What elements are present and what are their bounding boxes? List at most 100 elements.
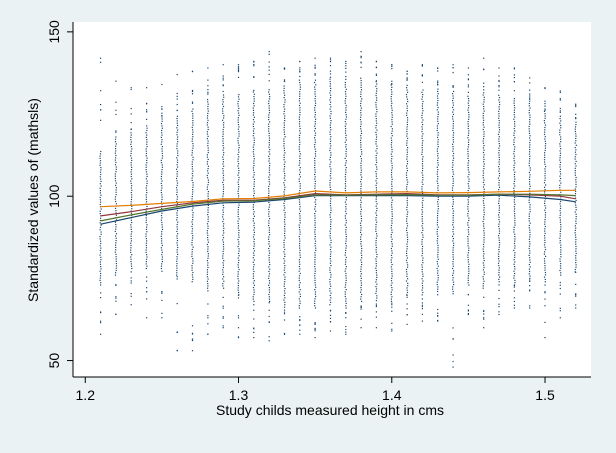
data-point xyxy=(482,170,484,172)
data-point xyxy=(192,237,194,239)
data-point xyxy=(560,141,562,143)
data-point xyxy=(298,164,300,166)
data-point xyxy=(176,226,178,228)
data-point xyxy=(268,53,270,55)
data-point xyxy=(99,222,101,224)
data-point xyxy=(191,223,194,225)
data-point xyxy=(115,182,117,184)
data-point xyxy=(344,91,347,93)
data-point xyxy=(191,255,193,257)
data-point xyxy=(176,276,178,278)
data-point xyxy=(452,67,454,69)
data-point xyxy=(330,246,332,248)
data-point xyxy=(145,212,147,214)
data-point xyxy=(299,95,301,97)
data-point xyxy=(161,118,163,120)
data-point xyxy=(468,270,470,272)
data-point xyxy=(483,99,485,101)
data-point xyxy=(299,88,301,90)
data-point xyxy=(115,191,117,193)
data-point xyxy=(560,200,562,203)
data-point xyxy=(299,153,301,155)
data-point xyxy=(237,266,239,268)
data-point xyxy=(513,100,515,102)
data-point xyxy=(253,309,255,311)
data-point xyxy=(375,217,377,219)
data-point xyxy=(483,313,485,315)
data-point xyxy=(498,143,500,145)
data-point xyxy=(268,188,270,190)
data-point xyxy=(421,268,423,271)
data-point xyxy=(268,107,270,109)
data-point xyxy=(376,148,378,150)
data-point xyxy=(222,177,224,179)
data-point xyxy=(421,289,423,291)
data-point xyxy=(268,296,270,298)
data-point xyxy=(422,179,424,181)
scatter-column xyxy=(252,60,255,339)
data-point xyxy=(529,107,531,109)
data-point xyxy=(207,165,209,167)
data-point xyxy=(360,227,362,229)
data-point xyxy=(375,205,377,207)
data-point xyxy=(284,189,286,191)
data-point xyxy=(452,247,454,249)
data-point xyxy=(222,317,224,319)
data-point xyxy=(575,222,577,225)
data-point xyxy=(482,250,485,252)
data-point xyxy=(391,148,393,151)
data-point xyxy=(376,233,378,235)
data-point xyxy=(283,147,285,149)
data-point xyxy=(483,209,485,211)
data-point xyxy=(559,159,561,161)
data-point xyxy=(390,98,392,100)
data-point xyxy=(176,228,178,230)
data-point xyxy=(314,272,316,275)
data-point xyxy=(421,302,423,304)
data-point xyxy=(222,327,224,329)
data-point xyxy=(238,126,240,128)
scatter-column xyxy=(329,57,332,332)
data-point xyxy=(482,115,484,117)
data-point xyxy=(115,194,117,196)
data-point xyxy=(421,105,423,107)
data-point xyxy=(283,126,285,129)
data-point xyxy=(452,72,454,74)
data-point xyxy=(268,80,270,82)
data-point xyxy=(100,104,102,106)
data-point xyxy=(114,230,116,232)
data-point xyxy=(223,122,225,124)
data-point xyxy=(498,258,500,260)
data-point xyxy=(345,160,347,162)
data-point xyxy=(238,114,240,116)
data-point xyxy=(268,142,270,144)
data-point xyxy=(222,269,224,271)
data-point xyxy=(269,252,271,254)
data-point xyxy=(345,150,347,153)
data-point xyxy=(130,88,132,91)
data-point xyxy=(467,199,469,201)
data-point xyxy=(452,120,454,122)
data-point xyxy=(206,124,208,126)
data-point xyxy=(375,120,377,122)
data-point xyxy=(436,284,438,286)
data-point xyxy=(514,125,516,127)
data-point xyxy=(207,214,209,216)
data-point xyxy=(345,88,347,90)
data-point xyxy=(176,191,178,193)
data-point xyxy=(391,146,393,148)
data-point xyxy=(391,68,393,70)
data-point xyxy=(314,208,316,210)
data-point xyxy=(437,175,439,178)
data-point xyxy=(314,104,316,107)
data-point xyxy=(176,115,178,117)
data-point xyxy=(574,128,576,130)
data-point xyxy=(544,109,546,111)
data-point xyxy=(284,94,286,96)
data-point xyxy=(100,150,102,153)
data-point xyxy=(421,130,423,133)
data-point xyxy=(283,319,286,321)
data-point xyxy=(268,201,270,204)
data-point xyxy=(314,231,316,233)
data-point xyxy=(483,207,485,209)
